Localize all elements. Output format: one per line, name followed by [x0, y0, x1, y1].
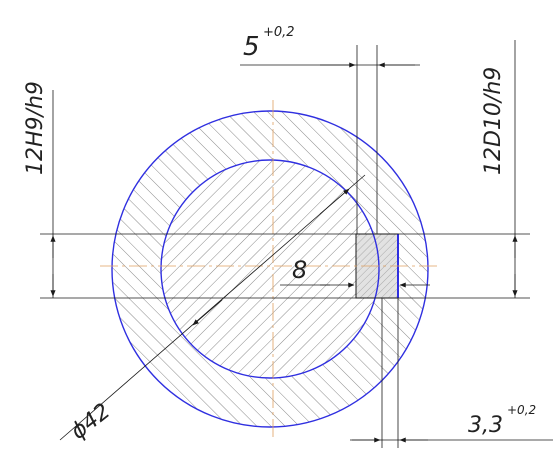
slot-width-value: 5 — [243, 32, 260, 62]
slot-width-label: 5 +0,2 — [243, 25, 295, 62]
shaft-fit-label: 12D10/h9 — [481, 67, 506, 175]
outer-diameter-label: ϕ42 — [66, 399, 115, 445]
slot-width-tolerance: +0,2 — [263, 25, 295, 40]
diameter-leader — [59, 174, 366, 441]
shaft-section — [161, 160, 379, 378]
hub-fit-label: 12H9/h9 — [23, 81, 48, 175]
diameter-arrow-lower — [192, 299, 223, 326]
outer-contour — [111, 110, 429, 428]
key-depth-tolerance: +0,2 — [507, 403, 536, 417]
diameter-arrow-upper — [319, 188, 350, 215]
key-depth-value: 3,3 — [468, 413, 503, 438]
key-depth-label: 3,3 +0,2 — [468, 403, 536, 438]
inner-contour — [160, 159, 380, 379]
key-width-label: 8 — [292, 256, 307, 284]
